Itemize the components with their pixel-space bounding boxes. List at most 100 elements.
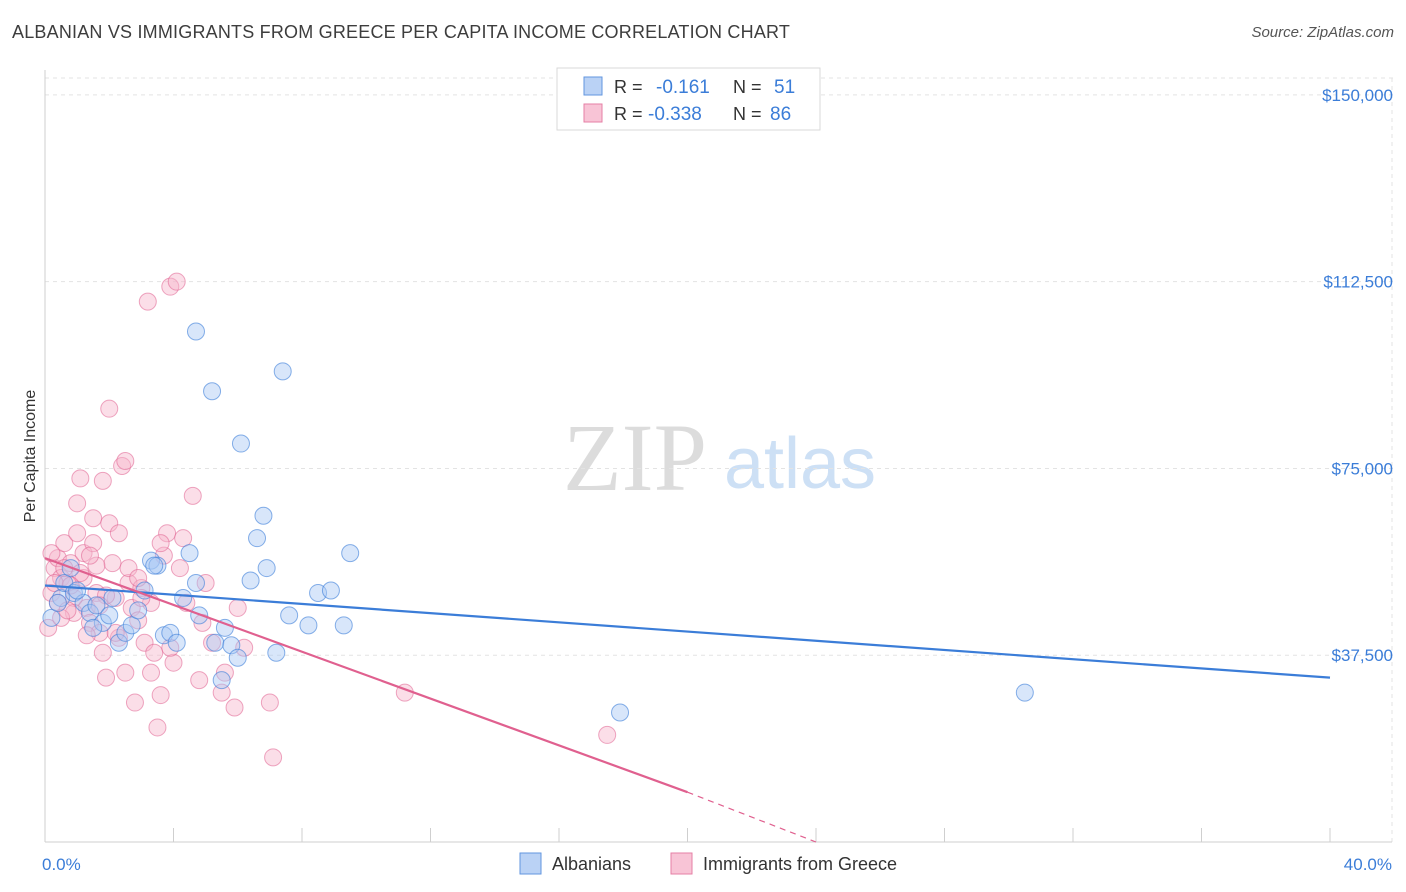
point-greece bbox=[212, 683, 231, 702]
chart-title: ALBANIAN VS IMMIGRANTS FROM GREECE PER C… bbox=[12, 22, 791, 42]
point-albanians bbox=[84, 618, 103, 637]
point-albanians bbox=[42, 608, 61, 627]
point-greece bbox=[135, 633, 154, 652]
point-greece bbox=[84, 509, 103, 528]
point-albanians bbox=[228, 648, 247, 667]
point-albanians bbox=[299, 616, 318, 635]
point-albanians bbox=[174, 588, 193, 607]
point-greece bbox=[138, 292, 157, 311]
y-axis-label: Per Capita Income bbox=[22, 390, 39, 523]
point-greece bbox=[42, 544, 61, 563]
point-greece bbox=[125, 693, 144, 712]
trend-line-greece-extension bbox=[687, 791, 817, 843]
watermark-atlas: atlas bbox=[724, 424, 876, 504]
legend-label-greece: Immigrants from Greece bbox=[703, 854, 897, 874]
point-greece bbox=[116, 451, 135, 470]
y-tick-label: $112,500 bbox=[1323, 273, 1393, 292]
point-greece bbox=[148, 718, 167, 737]
point-albanians bbox=[87, 596, 106, 615]
point-greece bbox=[87, 556, 106, 575]
point-greece bbox=[93, 643, 112, 662]
point-greece bbox=[77, 626, 96, 645]
point-greece bbox=[119, 559, 138, 578]
gridlines bbox=[45, 77, 1395, 842]
point-albanians bbox=[68, 581, 87, 600]
point-greece bbox=[164, 653, 183, 672]
point-albanians bbox=[241, 571, 260, 590]
point-albanians bbox=[116, 623, 135, 642]
x-tick-label-min: 0.0% bbox=[42, 855, 81, 874]
point-albanians bbox=[254, 506, 273, 525]
stats-swatch-pink bbox=[583, 103, 603, 123]
point-greece bbox=[264, 748, 283, 767]
point-albanians bbox=[334, 616, 353, 635]
y-tick-label: $37,500 bbox=[1332, 646, 1393, 665]
series-albanians-points bbox=[42, 322, 1034, 722]
point-albanians bbox=[100, 606, 119, 625]
legend-swatch-albanians bbox=[519, 852, 542, 875]
chart-source: Source: ZipAtlas.com bbox=[1251, 24, 1394, 41]
point-greece bbox=[151, 534, 170, 553]
point-greece bbox=[52, 608, 71, 627]
point-albanians bbox=[122, 616, 141, 635]
point-greece bbox=[109, 524, 128, 543]
point-greece bbox=[228, 598, 247, 617]
stats-n-value-pink: 86 bbox=[770, 104, 791, 125]
point-albanians bbox=[109, 633, 128, 652]
axes bbox=[44, 70, 1392, 843]
point-greece bbox=[55, 534, 74, 553]
point-albanians bbox=[231, 434, 250, 453]
point-albanians bbox=[161, 623, 180, 642]
point-greece bbox=[260, 693, 279, 712]
legend-swatch-greece bbox=[670, 852, 693, 875]
point-greece bbox=[68, 494, 87, 513]
stats-legend: R = -0.161 N = 51 R = -0.338 N = 86 bbox=[556, 67, 821, 131]
point-albanians bbox=[80, 603, 99, 622]
trend-line-albanians bbox=[44, 584, 1331, 679]
stats-n-value-blue: 51 bbox=[774, 77, 795, 98]
point-albanians bbox=[203, 382, 222, 401]
point-albanians bbox=[167, 633, 186, 652]
point-greece bbox=[106, 623, 125, 642]
legend-label-albanians: Albanians bbox=[552, 854, 631, 874]
stats-r-value-blue: -0.161 bbox=[656, 77, 710, 98]
point-albanians bbox=[257, 559, 276, 578]
point-greece bbox=[100, 514, 119, 533]
point-albanians bbox=[93, 613, 112, 632]
point-greece bbox=[100, 399, 119, 418]
point-albanians bbox=[280, 606, 299, 625]
stats-n-label-blue: N = bbox=[733, 77, 762, 97]
series-greece-points bbox=[39, 272, 617, 767]
point-greece bbox=[598, 725, 617, 744]
point-albanians bbox=[145, 556, 164, 575]
point-greece bbox=[142, 663, 161, 682]
point-greece bbox=[80, 546, 99, 565]
y-tick-labels: $37,500 $75,000 $112,500 $150,000 bbox=[1322, 86, 1393, 665]
trend-lines bbox=[44, 557, 1331, 843]
x-tick-label-max: 40.0% bbox=[1344, 855, 1392, 874]
point-albanians bbox=[267, 643, 286, 662]
watermark-zip: ZIP bbox=[563, 404, 707, 511]
y-tick-label: $75,000 bbox=[1332, 459, 1393, 478]
y-tick-label: $150,000 bbox=[1322, 86, 1393, 105]
point-albanians bbox=[48, 593, 67, 612]
point-greece bbox=[151, 686, 170, 705]
point-albanians bbox=[180, 544, 199, 563]
point-greece bbox=[183, 486, 202, 505]
point-greece bbox=[71, 469, 90, 488]
point-albanians bbox=[248, 529, 267, 548]
point-greece bbox=[93, 471, 112, 490]
point-greece bbox=[225, 698, 244, 717]
stats-r-label-blue: R = bbox=[614, 77, 643, 97]
point-albanians bbox=[212, 671, 231, 690]
point-greece bbox=[158, 524, 177, 543]
point-albanians bbox=[206, 633, 225, 652]
point-greece bbox=[97, 668, 116, 687]
point-greece bbox=[145, 643, 164, 662]
stats-n-label-pink: N = bbox=[733, 104, 762, 124]
stats-swatch-blue bbox=[583, 76, 603, 96]
point-greece bbox=[116, 663, 135, 682]
point-albanians bbox=[103, 588, 122, 607]
stats-r-value-pink: -0.338 bbox=[648, 104, 702, 125]
